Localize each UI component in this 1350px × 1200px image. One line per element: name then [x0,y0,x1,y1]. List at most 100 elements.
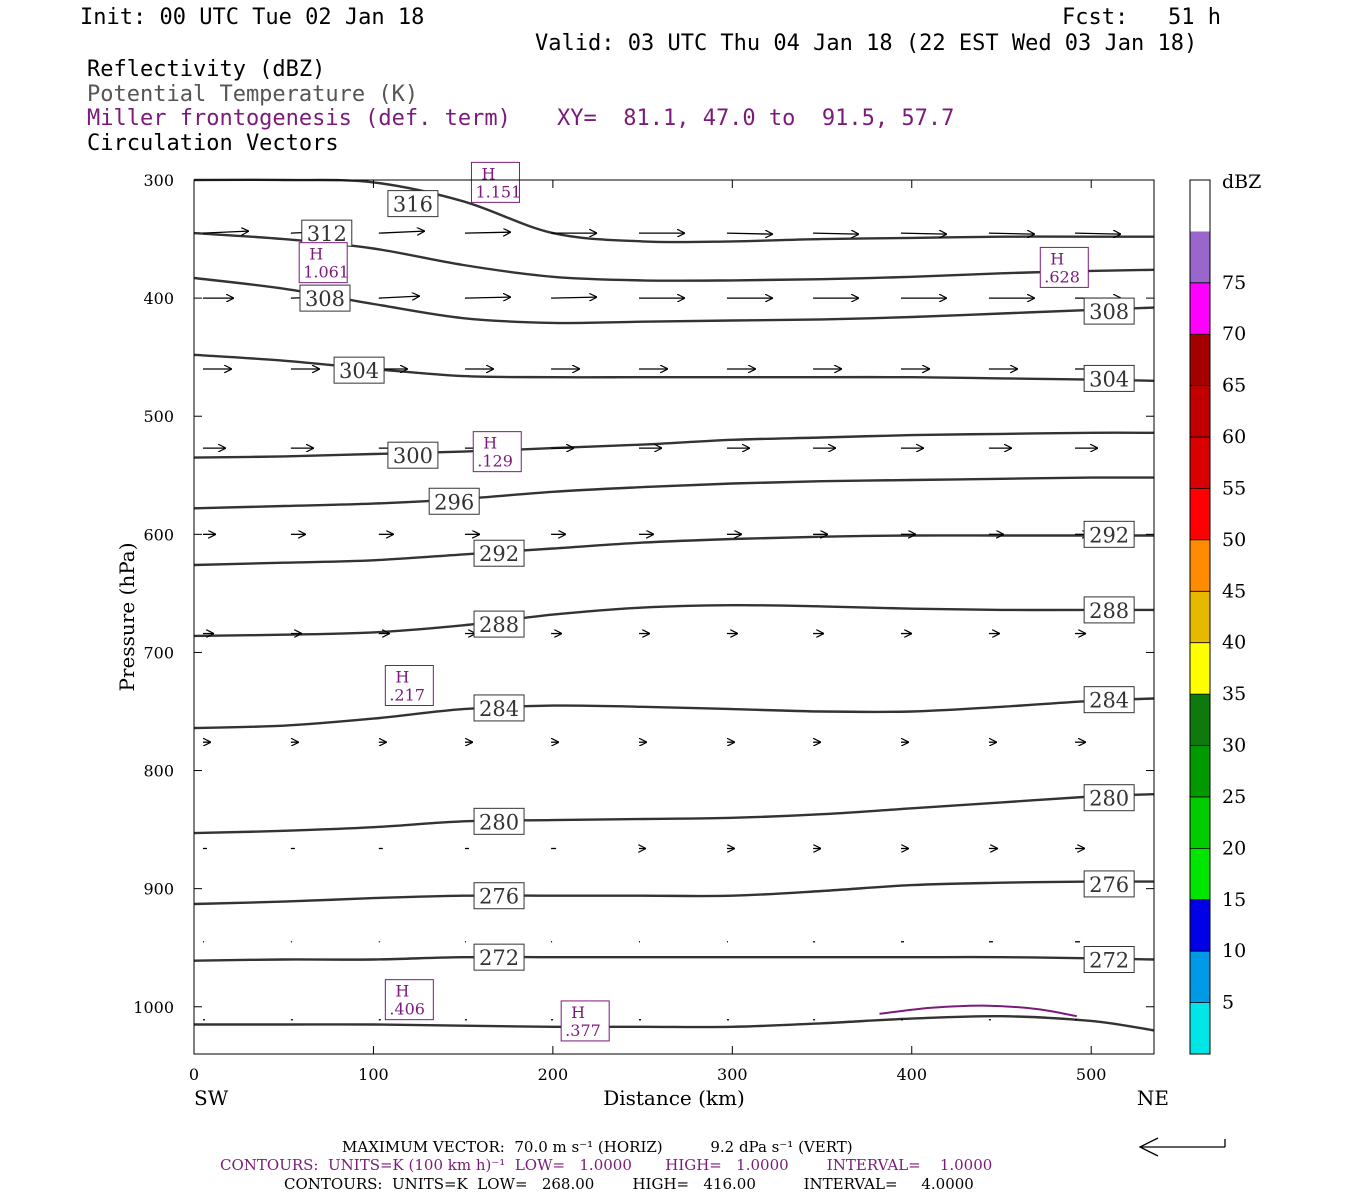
x-axis-title: Distance (km) [603,1086,745,1110]
theta-label: 296 [428,487,480,515]
theta-label-box [1083,870,1135,898]
reference-vector-arrow [1138,1137,1226,1157]
theta-label-box [473,882,525,910]
theta-label: 284 [473,694,525,722]
y-tick-label: 500 [143,407,174,426]
y-tick-label: 800 [143,762,174,781]
theta-label: 272 [473,943,525,971]
theta-contour-272 [193,955,1155,962]
theta-label-box [473,610,525,638]
theta-label-box [473,943,525,971]
theta-label-box [1083,297,1135,325]
colorbar-segment [1190,848,1210,900]
theta-label: 304 [1083,364,1135,392]
theta-contour-268 [194,1014,1155,1032]
frontogenesis-max-marker: H.628 [1039,246,1089,288]
x-tick-label: 300 [717,1065,748,1084]
frontogenesis-marker-value: .377 [565,1021,601,1040]
theta-label-box [473,807,525,835]
colorbar-tick-label: 70 [1222,323,1246,345]
colorbar-segment [1190,951,1210,1003]
x-tick-label: 200 [538,1065,569,1084]
theta-label-text: 288 [1089,599,1129,623]
footer-contours-frontogenesis: CONTOURS: UNITS=K (100 km h)⁻¹ LOW= 1.00… [220,1156,993,1174]
theta-label: 288 [473,610,525,638]
y-tick-label: 700 [143,643,174,662]
init-time: Init: 00 UTC Tue 02 Jan 18 [80,5,425,30]
theta-label-text: 304 [339,359,379,383]
theta-label-text: 276 [1089,873,1129,897]
theta-label-box [301,219,353,247]
theta-label-text: 280 [479,810,519,834]
theta-label-box [1083,946,1135,974]
forecast-hour: Fcst: 51 h [1062,5,1221,30]
colorbar-segment [1190,591,1210,643]
colorbar-segment [1190,694,1210,746]
y-axis-title: Pressure (hPa) [115,543,139,692]
frontogenesis-max-marker: H.129 [472,431,522,473]
colorbar-tick-label: 15 [1222,889,1246,911]
colorbar-tick-label: 25 [1222,786,1246,808]
frontogenesis-max-marker: H.406 [384,979,434,1021]
theta-label-text: 308 [1089,300,1129,324]
circulation-vector [202,231,248,233]
theta-label-text: 284 [479,697,519,721]
colorbar-segment [1190,539,1210,592]
frontogenesis-marker-box [472,431,522,473]
x-tick-label: 100 [358,1065,389,1084]
colorbar-segment [1190,899,1210,952]
theta-label-text: 296 [434,490,474,514]
colorbar-tick-label: 65 [1222,375,1246,397]
frontogenesis-max-marker: H1.061 [298,242,349,284]
theta-label-text: 292 [1089,523,1129,547]
colorbar-tick-label: 75 [1222,272,1246,294]
frontogenesis-marker-label: H [571,1003,585,1022]
theta-label-box [473,539,525,567]
x-tick-label: 0 [189,1065,199,1084]
footer-max-vector: MAXIMUM VECTOR: 70.0 m s⁻¹ (HORIZ) 9.2 d… [342,1138,853,1156]
colorbar-segment [1190,180,1210,232]
field-vectors: Circulation Vectors [87,131,339,156]
colorbar-tick-label: 60 [1222,426,1246,448]
x-axis-right-end: NE [1137,1086,1169,1110]
field-reflectivity: Reflectivity (dBZ) [87,57,326,82]
theta-label-text: 284 [1089,689,1129,713]
theta-label-text: 272 [1089,949,1129,973]
theta-label-box [299,284,351,312]
footer-contours-theta: CONTOURS: UNITS=K LOW= 268.00 HIGH= 416.… [284,1175,974,1193]
y-tick-label: 600 [143,525,174,544]
circulation-vector [378,296,419,298]
y-tick-label: 400 [143,289,174,308]
theta-label-box [473,694,525,722]
frontogenesis-marker-label: H [395,982,409,1001]
theta-label-text: 276 [479,885,519,909]
colorbar-tick-label: 35 [1222,683,1246,705]
colorbar-segment [1190,385,1210,438]
circulation-vector [813,233,858,234]
theta-label-text: 292 [479,542,519,566]
circulation-vector [900,233,946,234]
colorbar-segment [1190,796,1210,849]
theta-label-text: 312 [307,222,347,246]
colorbar-tick-label: 55 [1222,477,1246,499]
theta-label: 272 [1083,946,1135,974]
theta-label: 284 [1083,686,1135,714]
frontogenesis-max-marker: H1.151 [470,161,521,203]
theta-label: 316 [387,190,439,218]
colorbar-tick-label: 45 [1222,580,1246,602]
frontogenesis-marker-label: H [481,164,495,183]
circulation-vector [1075,233,1120,234]
theta-label: 308 [299,284,351,312]
theta-label-box [1083,596,1135,624]
frontogenesis-marker-box [384,979,434,1021]
x-tick-label: 500 [1076,1065,1107,1084]
theta-contour-300 [193,431,1155,459]
colorbar-segment [1190,437,1210,489]
frontogenesis-marker-value: .406 [389,1000,425,1019]
frontogenesis-max-marker: H.377 [560,1000,610,1042]
theta-label-box [1083,364,1135,392]
frontogenesis-marker-box [1039,246,1089,288]
colorbar-tick-label: 50 [1222,529,1246,551]
theta-label: 292 [1083,520,1135,548]
valid-time: Valid: 03 UTC Thu 04 Jan 18 (22 EST Wed … [535,31,1198,56]
